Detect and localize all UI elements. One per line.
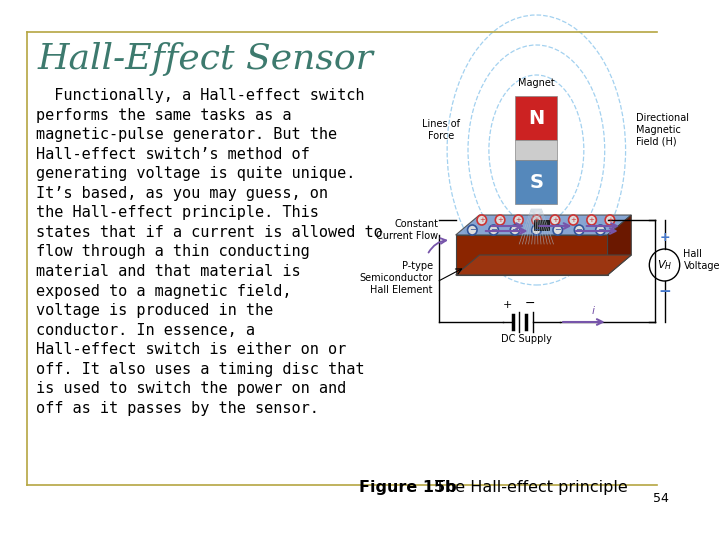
- Text: $V_H$: $V_H$: [657, 258, 672, 272]
- Text: +: +: [570, 217, 576, 223]
- Text: N: N: [528, 109, 544, 127]
- Text: −: −: [658, 284, 671, 299]
- Circle shape: [513, 215, 523, 225]
- Circle shape: [550, 215, 559, 225]
- Text: +: +: [534, 217, 539, 223]
- Text: DC Supply: DC Supply: [501, 334, 552, 344]
- Circle shape: [510, 225, 520, 235]
- Bar: [534, 220, 549, 230]
- Circle shape: [477, 215, 487, 225]
- Text: −: −: [469, 226, 476, 234]
- Text: 54: 54: [653, 492, 670, 505]
- Circle shape: [495, 215, 505, 225]
- Polygon shape: [456, 255, 631, 275]
- Bar: [516, 96, 557, 140]
- Circle shape: [569, 215, 578, 225]
- Text: −: −: [490, 226, 497, 234]
- Text: P-type
Semiconductor
Hall Element: P-type Semiconductor Hall Element: [359, 261, 433, 295]
- Text: Hall
Voltage: Hall Voltage: [683, 249, 720, 271]
- Text: Directional
Magnetic
Field (H): Directional Magnetic Field (H): [636, 113, 689, 146]
- Circle shape: [467, 225, 477, 235]
- Text: +: +: [479, 217, 485, 223]
- Polygon shape: [608, 215, 631, 275]
- Circle shape: [531, 225, 541, 235]
- Text: i: i: [592, 306, 595, 316]
- Text: −: −: [511, 226, 518, 234]
- Bar: [516, 140, 557, 160]
- Text: S: S: [529, 172, 544, 192]
- Text: +: +: [607, 217, 613, 223]
- Circle shape: [532, 215, 541, 225]
- Circle shape: [595, 225, 606, 235]
- Text: +: +: [516, 217, 521, 223]
- Circle shape: [606, 215, 615, 225]
- Text: +: +: [660, 231, 670, 244]
- Circle shape: [575, 225, 584, 235]
- Circle shape: [489, 225, 498, 235]
- Text: Figure 15b: Figure 15b: [359, 480, 456, 495]
- Text: Hall-Effect Sensor: Hall-Effect Sensor: [38, 42, 374, 76]
- Circle shape: [587, 215, 596, 225]
- Polygon shape: [456, 235, 608, 275]
- Text: +: +: [552, 217, 558, 223]
- Text: −: −: [597, 226, 604, 234]
- Text: Constant
Current Flow: Constant Current Flow: [377, 219, 438, 241]
- Text: The Hall-effect principle: The Hall-effect principle: [430, 480, 628, 495]
- Text: −: −: [575, 226, 582, 234]
- Text: −: −: [554, 226, 561, 234]
- Circle shape: [649, 249, 680, 281]
- Text: +: +: [589, 217, 595, 223]
- Bar: [516, 160, 557, 204]
- Text: −: −: [533, 226, 540, 234]
- Circle shape: [553, 225, 562, 235]
- Text: +: +: [497, 217, 503, 223]
- Polygon shape: [456, 215, 631, 235]
- Text: −: −: [524, 297, 535, 310]
- Text: +: +: [503, 300, 513, 310]
- Text: Lines of
Force: Lines of Force: [423, 119, 460, 141]
- Text: Functionally, a Hall-effect switch
performs the same tasks as a
magnetic-pulse g: Functionally, a Hall-effect switch perfo…: [36, 88, 383, 416]
- Text: Magnet: Magnet: [518, 78, 554, 88]
